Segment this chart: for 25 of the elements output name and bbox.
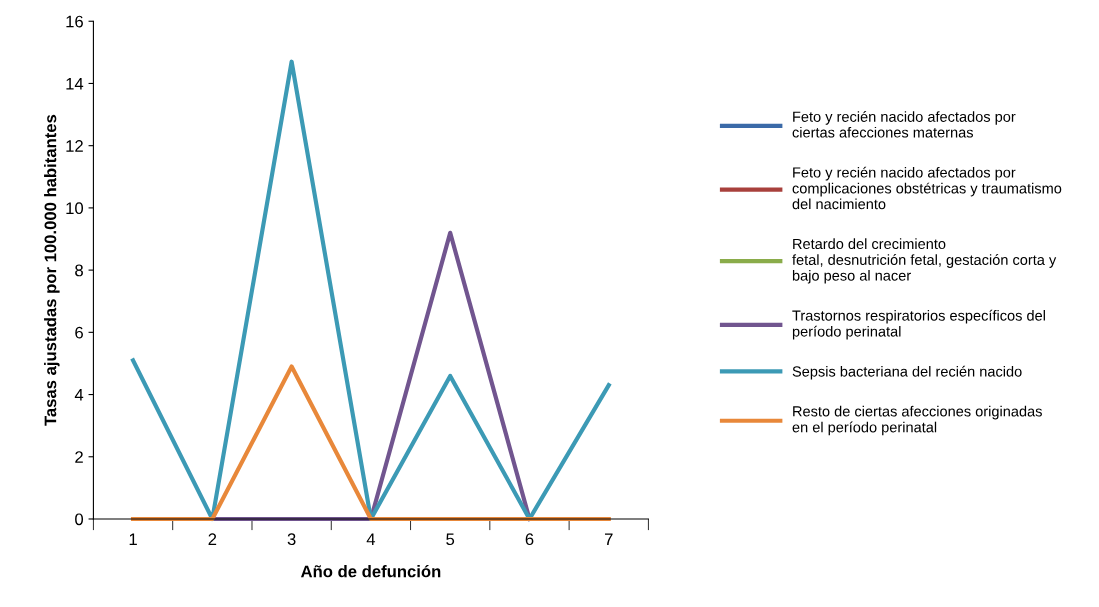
y-tick-label: 4 (74, 389, 84, 401)
legend-label: Feto y recién nacido afectados por ciertas afecciones maternas (792, 111, 1016, 138)
x-axis-title: Año de defunción (300, 564, 441, 578)
x-tick-label: 7 (604, 533, 613, 545)
x-tick-label: 6 (525, 533, 534, 546)
x-tick-label: 3 (287, 533, 296, 546)
y-tick-label: 10 (66, 202, 84, 215)
legend-label: Trastornos respiratorios específicos del período perinatal (792, 309, 1045, 340)
y-tick-label: 12 (66, 140, 83, 152)
legend-label: Resto de ciertas afecciones originadas en el período perinatal (792, 405, 1042, 436)
y-tick-label: 0 (75, 513, 84, 526)
y-axis-title: Tasas ajustadas por 100.000 habitantes (44, 114, 60, 426)
legend-label: Sepsis bacteriana del recién nacido (792, 365, 1022, 380)
x-tick-label: 4 (366, 533, 376, 545)
y-tick-label: 6 (75, 326, 83, 339)
y-tick-label: 2 (75, 451, 83, 463)
line-series (130, 59, 611, 522)
y-tick-label: 8 (75, 264, 83, 277)
y-tick-label: 16 (66, 15, 83, 28)
legend-label: Feto y recién nacido afectados por complicaciones obstétricas y traumatismo del nacimiento (792, 166, 1062, 210)
x-tick-label: 5 (446, 533, 455, 546)
legend-label: Retardo del crecimiento fetal, desnutrición fetal, gestación corta y bajo peso al nacer (792, 238, 1057, 284)
x-tick-label: 1 (129, 533, 137, 545)
x-tick-label: 2 (208, 533, 217, 545)
y-tick-label: 14 (66, 78, 84, 90)
